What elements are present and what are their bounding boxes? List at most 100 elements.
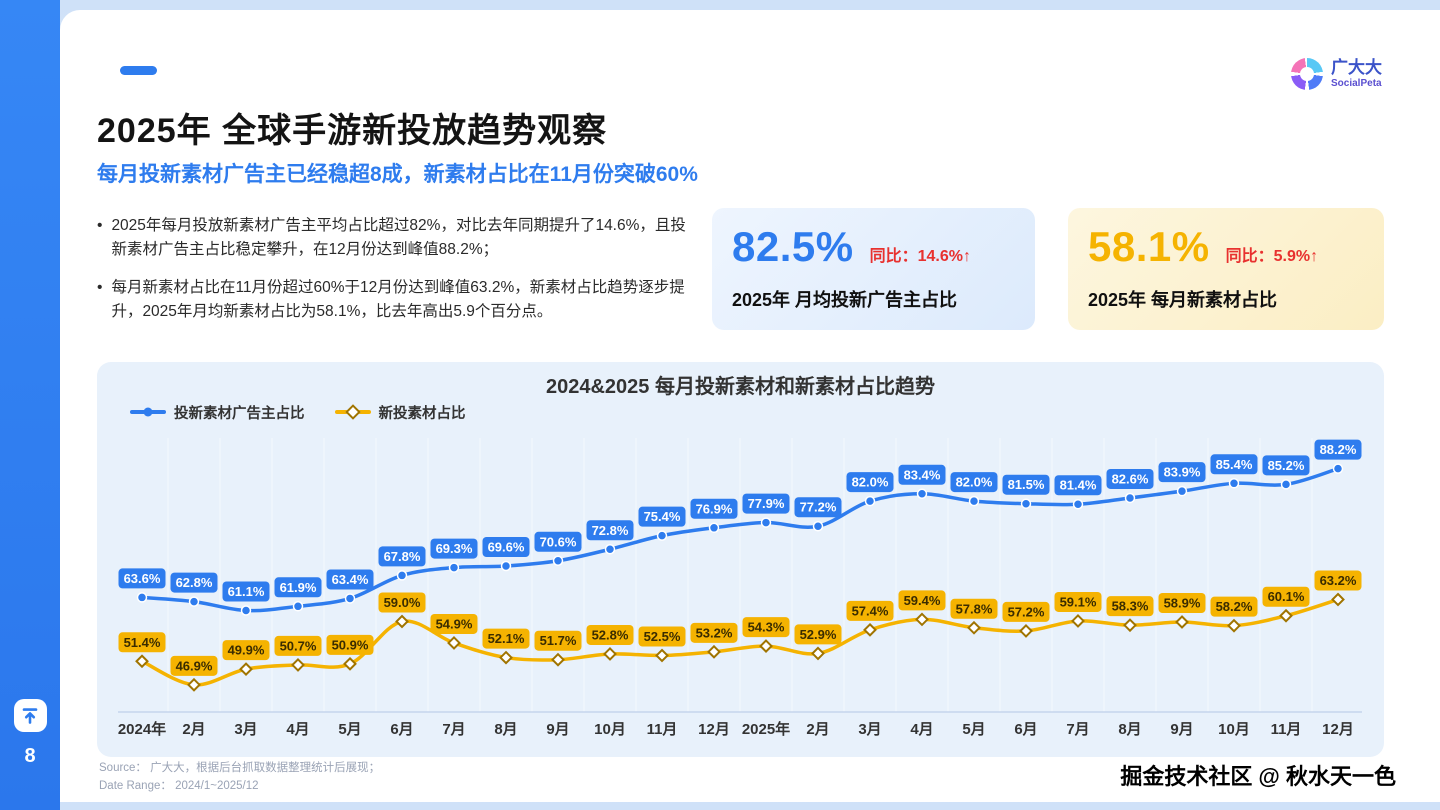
data-label: 63.2% <box>1320 573 1357 588</box>
socialpeta-logo-icon <box>1291 58 1323 90</box>
data-label-box <box>1210 596 1258 617</box>
chart-point <box>603 647 617 661</box>
chart-point <box>343 656 357 671</box>
data-label: 70.6% <box>540 534 577 549</box>
title-accent-dash <box>120 66 157 75</box>
data-label: 51.7% <box>540 633 577 648</box>
data-label: 69.6% <box>488 540 525 555</box>
chart-point <box>1019 623 1033 638</box>
stat-card-advertiser-share: 82.5% 同比：14.6%↑ 2025年 月均投新广告主占比 <box>712 208 1035 330</box>
chart-point <box>1020 498 1032 509</box>
socialpeta-logo: 广大大 SocialPeta <box>1291 58 1382 90</box>
data-label-box <box>794 624 842 645</box>
chart-point <box>500 560 512 572</box>
source-note: Source： 广大大，根据后台抓取数据整理统计后展现； Date Range：… <box>99 760 380 796</box>
data-label-box <box>898 464 946 485</box>
bullet-dot: • <box>97 217 103 234</box>
data-label: 46.9% <box>176 658 213 673</box>
x-axis-label: 10月 <box>594 721 626 738</box>
legend-line-dot-icon <box>130 410 166 414</box>
legend-item-new-material-share[interactable]: 新投素材占比 <box>334 402 466 423</box>
chart-point <box>1124 492 1136 504</box>
x-axis-label: 11月 <box>647 721 678 738</box>
data-label: 85.4% <box>1216 457 1253 472</box>
chart-point <box>448 562 460 573</box>
data-label-box <box>690 498 738 519</box>
chart-point <box>864 495 876 507</box>
source-line: Source： 广大大，根据后台抓取数据整理统计后展现； <box>99 762 381 774</box>
data-label-box <box>1158 593 1206 614</box>
data-label: 59.4% <box>904 593 941 608</box>
date-range-line: Date Range： 2024/1~2025/12 <box>99 779 259 792</box>
chart-point <box>291 658 305 672</box>
bullet-dot: • <box>97 279 103 297</box>
legend-label: 新投素材占比 <box>378 405 466 422</box>
arrow-up-icon <box>22 707 38 724</box>
data-label-box <box>846 600 894 621</box>
data-label: 61.9% <box>280 580 317 595</box>
chart-point <box>187 677 201 692</box>
data-label-box <box>482 628 530 649</box>
data-label: 77.9% <box>748 496 785 511</box>
data-label-box <box>1106 468 1154 489</box>
data-label-box <box>742 617 790 638</box>
data-label: 82.0% <box>956 475 993 490</box>
data-label-box <box>378 592 426 613</box>
legend-label: 投新素材广告主占比 <box>174 405 305 422</box>
data-label-box <box>118 568 166 589</box>
chart-point <box>551 652 565 667</box>
data-label: 76.9% <box>696 501 733 516</box>
x-axis-label: 6月 <box>390 721 413 738</box>
logo-subtitle: SocialPeta <box>1331 77 1382 89</box>
x-axis-label: 7月 <box>442 721 465 738</box>
legend-item-advertiser-share[interactable]: 投新素材广告主占比 <box>130 402 305 423</box>
x-axis-label: 6月 <box>1014 721 1037 738</box>
data-label: 75.4% <box>644 509 681 524</box>
data-label: 72.8% <box>592 523 629 538</box>
back-to-top-button[interactable] <box>13 699 47 732</box>
chart-point <box>1123 618 1137 633</box>
stat-caption: 2025年 月均投新广告主占比 <box>732 290 958 310</box>
page-title: 2025年 全球手游新投放趋势观察 <box>97 112 608 150</box>
x-axis-label: 5月 <box>962 721 985 738</box>
x-axis-label: 2025年 <box>742 720 790 738</box>
chart-point <box>135 654 149 669</box>
data-label-box <box>430 613 478 634</box>
stat-value: 82.5% <box>732 223 854 270</box>
chart-point <box>1176 485 1188 497</box>
data-label: 81.4% <box>1060 478 1097 493</box>
data-label: 83.9% <box>1164 465 1201 480</box>
data-label-box <box>430 538 478 559</box>
data-label-box <box>950 472 998 493</box>
data-label-box <box>1106 596 1154 617</box>
data-label: 52.9% <box>800 627 837 642</box>
page-subtitle: 每月投新素材广告主已经稳超8成，新素材占比在11月份突破60% <box>97 163 698 186</box>
chart-point <box>395 614 409 629</box>
stat-caption: 2025年 每月新素材占比 <box>1088 290 1278 310</box>
x-axis-label: 7月 <box>1066 721 1089 738</box>
data-label-box <box>1054 475 1102 496</box>
data-label: 82.6% <box>1112 471 1149 486</box>
data-label-box <box>274 635 322 656</box>
data-label-box <box>742 493 790 514</box>
data-label: 85.2% <box>1268 458 1305 473</box>
chart-point <box>396 570 408 581</box>
chart-point <box>1280 479 1292 490</box>
x-axis-label: 8月 <box>494 721 517 738</box>
x-axis-label: 9月 <box>546 721 569 738</box>
data-label-box <box>846 472 894 493</box>
data-label-box <box>1314 439 1362 460</box>
data-label-box <box>326 634 374 655</box>
data-label-box <box>274 577 322 598</box>
data-label: 88.2% <box>1320 442 1357 457</box>
chart-point <box>1175 615 1189 629</box>
data-label-box <box>950 598 998 619</box>
data-label-box <box>534 630 582 651</box>
data-label-box <box>222 640 270 661</box>
data-label: 69.3% <box>436 541 473 556</box>
chart-point <box>292 601 304 612</box>
stat-yoy-badge: 同比：14.6%↑ <box>869 248 971 265</box>
chart-point <box>916 488 928 500</box>
x-axis-label: 5月 <box>338 721 361 738</box>
stat-value: 58.1% <box>1088 223 1210 270</box>
